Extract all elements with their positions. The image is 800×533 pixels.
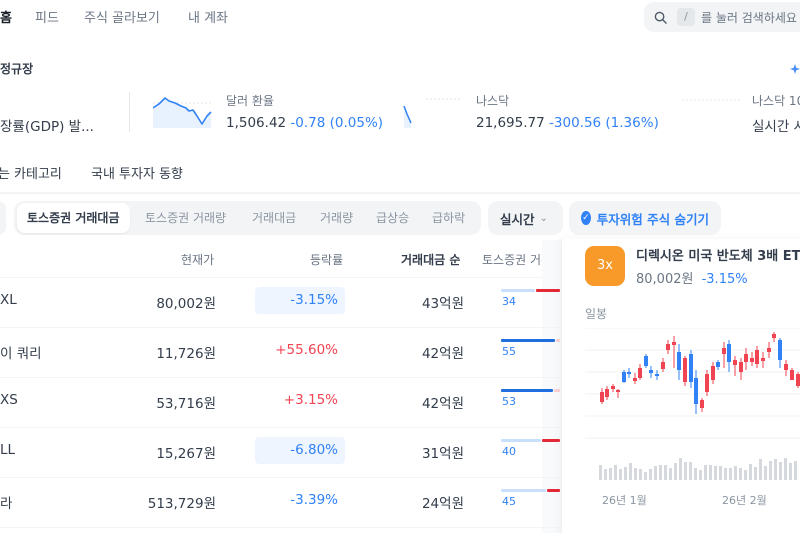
stock-price: 80,002원 [156, 296, 216, 312]
x-axis-label-jan: 26년 1월 [602, 494, 647, 507]
column-shade [542, 240, 562, 533]
stock-name: XS [0, 392, 18, 408]
search-input[interactable]: / 를 눌러 검색하세요 [644, 2, 800, 32]
time-range-value: 실시간 [500, 211, 535, 227]
ticker-divider [129, 92, 130, 132]
time-range-select[interactable]: 실시간 ⌄ [488, 201, 563, 235]
stock-rate: +55.60% [275, 342, 338, 358]
stock-price: 15,267원 [156, 446, 216, 462]
candlestick-chart [585, 328, 800, 480]
filter-tab-toss-volume[interactable]: 토스증권 거래량 [145, 211, 227, 225]
col-header-price[interactable]: 현재가 [181, 253, 215, 267]
x-axis-label-feb: 26년 2월 [722, 494, 767, 507]
filter-tab-toss-trade-value[interactable]: 토스증권 거래대금 [17, 203, 130, 233]
popover-stock-title[interactable]: 디렉시온 미국 반도체 3배 ET [636, 249, 800, 264]
stock-amount: 42억원 [421, 396, 464, 412]
market-status-title: 정규장 [0, 62, 34, 76]
stock-amount: 42억원 [421, 346, 464, 362]
table-row[interactable]: LL 15,267원 -6.80% 31억원 40 [0, 427, 560, 477]
stock-name: XL [0, 292, 17, 308]
buy-sell-bar [501, 489, 560, 492]
header-divider [0, 277, 560, 278]
row-divider [0, 327, 560, 328]
stock-logo-badge: 3x [585, 246, 625, 286]
nav-feed[interactable]: 피드 [35, 11, 59, 26]
buy-ratio: 45 [502, 495, 516, 508]
ticker-nasdaq-change: -300.56 (1.36%) [549, 115, 659, 131]
row-divider [0, 527, 560, 528]
nasdaq100-sparkline [682, 99, 740, 101]
table-row[interactable]: XL 80,002원 -3.15% 43억원 34 [0, 277, 560, 327]
filter-tab-plunge[interactable]: 급하락 [432, 211, 466, 225]
ticker-news-headline[interactable]: 장률(GDP) 발... [0, 119, 94, 135]
col-header-amount[interactable]: 거래대금 순 [401, 253, 461, 267]
buy-ratio: 55 [502, 345, 516, 358]
popover-change: -3.15% [701, 272, 748, 287]
stock-rate: -6.80% [290, 442, 338, 458]
popover-period-label: 일봉 [585, 307, 608, 321]
row-divider [0, 427, 560, 428]
stock-name: LL [0, 442, 16, 458]
sparkle-icon [790, 64, 800, 74]
section-divider [0, 192, 800, 194]
stock-price: 53,716원 [156, 396, 216, 412]
ticker-nasdaq100-label: 나스닥 10 [752, 94, 800, 108]
stock-price: 11,726원 [156, 346, 216, 362]
stock-name: 라 [0, 496, 13, 512]
buy-ratio: 53 [502, 395, 516, 408]
buy-sell-bar [501, 289, 560, 292]
table-row[interactable]: 라 513,729원 -3.39% 24억원 45 [0, 477, 560, 527]
usd-krw-sparkline [153, 97, 213, 128]
ticker-usd-krw[interactable]: 1,506.42 -0.78 (0.05%) [226, 115, 383, 131]
col-header-toss-volume[interactable]: 토스증권 거래 [482, 253, 553, 267]
hide-risky-stocks-toggle[interactable]: ✓ 투자위험 주식 숨기기 [569, 201, 721, 235]
hide-risky-stocks-label: 투자위험 주식 숨기기 [596, 211, 709, 227]
stock-price: 513,729원 [147, 496, 216, 512]
chevron-down-icon: ⌄ [539, 212, 548, 224]
table-row[interactable]: XS 53,716원 +3.15% 42억원 53 [0, 377, 560, 427]
ticker-nasdaq[interactable]: 21,695.77 -300.56 (1.36%) [476, 115, 659, 131]
buy-ratio: 40 [502, 445, 516, 458]
search-shortcut-key: / [677, 8, 695, 26]
search-icon [654, 11, 667, 24]
check-circle-icon: ✓ [581, 211, 591, 225]
stock-name: 이 쿼리 [0, 346, 42, 362]
popover-price: 80,002원 [636, 272, 694, 287]
popover-price-line: 80,002원 -3.15% [636, 268, 748, 287]
nav-home[interactable]: 홈 [0, 11, 12, 26]
stock-amount: 24억원 [421, 496, 464, 512]
rate-highlight [255, 287, 345, 314]
ticker-usd-krw-change: -0.78 (0.05%) [290, 115, 384, 131]
stock-rate: -3.15% [290, 292, 338, 308]
stock-amount: 31억원 [421, 446, 464, 462]
row-divider [0, 377, 560, 378]
tab-trending-categories[interactable]: 뜨는 카테고리 [0, 167, 62, 182]
filter-prev-stub[interactable] [0, 201, 6, 235]
ticker-nasdaq100-value[interactable]: 실시간 시 [752, 119, 800, 135]
ticker-nasdaq-label: 나스닥 [476, 94, 510, 108]
row-divider [0, 477, 560, 478]
buy-sell-bar [501, 339, 560, 342]
ticker-usd-krw-value: 1,506.42 [226, 115, 287, 131]
stock-preview-popover [561, 239, 800, 533]
buy-sell-bar [501, 439, 560, 442]
filter-tab-surge[interactable]: 급상승 [376, 211, 410, 225]
stock-amount: 43억원 [421, 296, 464, 312]
buy-sell-bar [501, 389, 560, 392]
nav-my-account[interactable]: 내 계좌 [188, 11, 229, 26]
search-placeholder: 를 눌러 검색하세요 [701, 10, 797, 25]
stock-rate: -3.39% [290, 492, 338, 508]
table-row[interactable]: 이 쿼리 11,726원 +55.60% 42억원 55 [0, 327, 560, 377]
ticker-nasdaq-value: 21,695.77 [476, 115, 545, 131]
stock-rate: +3.15% [283, 392, 338, 408]
tab-domestic-investors[interactable]: 국내 투자자 동향 [91, 167, 183, 182]
buy-ratio: 34 [502, 295, 516, 308]
filter-tab-volume[interactable]: 거래량 [320, 211, 354, 225]
nav-stock-screener[interactable]: 주식 골라보기 [84, 11, 160, 26]
col-header-rate[interactable]: 등락률 [310, 253, 344, 267]
rate-highlight [255, 437, 345, 464]
nasdaq-sparkline [403, 98, 460, 128]
ticker-usd-krw-label: 달러 환율 [226, 94, 274, 108]
filter-tab-trade-value[interactable]: 거래대금 [252, 211, 297, 225]
